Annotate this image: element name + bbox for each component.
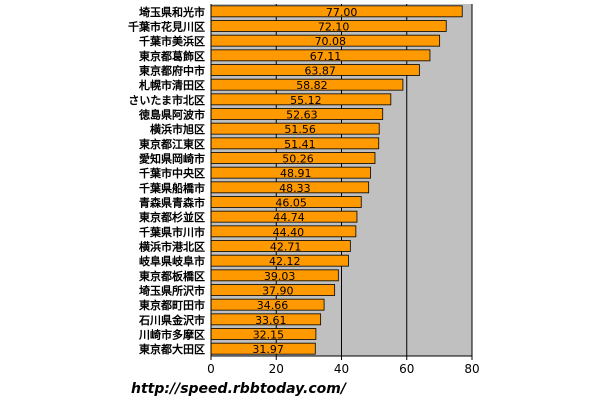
bar-value-label: 44.74 — [273, 211, 305, 224]
x-tick-label: 0 — [207, 362, 215, 376]
x-tick-label: 80 — [464, 362, 479, 376]
category-label: 千葉市美浜区 — [139, 34, 205, 48]
category-label: 東京都大田区 — [139, 342, 205, 356]
bar-value-label: 50.26 — [282, 153, 314, 166]
bar-value-label: 39.03 — [264, 270, 296, 283]
bar-value-label: 32.15 — [253, 329, 285, 342]
category-label: 愛知県岡崎市 — [139, 152, 205, 166]
category-label: 岐阜県岐阜市 — [139, 254, 205, 268]
category-label: 千葉市花見川区 — [128, 20, 205, 34]
bar-value-label: 33.61 — [255, 314, 287, 327]
bar-value-label: 67.11 — [310, 50, 342, 63]
bar-value-label: 34.66 — [257, 299, 289, 312]
bar-value-label: 72.10 — [318, 21, 350, 34]
bar-value-label: 37.90 — [262, 285, 294, 298]
bar-value-label: 42.12 — [269, 255, 301, 268]
x-tick-label: 40 — [334, 362, 349, 376]
x-tick-label: 60 — [399, 362, 414, 376]
bar-value-label: 42.71 — [270, 241, 302, 254]
category-label: 徳島県阿波市 — [138, 108, 205, 122]
category-label: 石川県金沢市 — [138, 313, 205, 327]
bar-value-label: 55.12 — [290, 94, 322, 107]
category-label: 横浜市港北区 — [139, 240, 205, 254]
category-label: 札幌市清田区 — [138, 78, 205, 92]
bar-value-label: 31.97 — [252, 343, 284, 356]
bar-value-label: 52.63 — [286, 109, 318, 122]
category-label: 埼玉県所沢市 — [139, 284, 205, 298]
category-label: 東京都府中市 — [139, 64, 205, 78]
category-label: 東京都葛飾区 — [139, 49, 205, 63]
bar-value-label: 48.33 — [279, 182, 311, 195]
category-label: 東京都板橋区 — [139, 269, 205, 283]
bar-value-label: 51.41 — [284, 138, 316, 151]
category-label: 埼玉県和光市 — [139, 5, 205, 19]
category-label: 千葉市中央区 — [139, 166, 205, 180]
bar-value-label: 48.91 — [280, 167, 312, 180]
bar-value-label: 46.05 — [275, 197, 307, 210]
bar-value-label: 63.87 — [304, 65, 336, 78]
category-label: 千葉県船橋市 — [139, 181, 205, 195]
bar-value-label: 77.00 — [326, 6, 358, 19]
bar-value-label: 44.40 — [273, 226, 305, 239]
bar-value-label: 51.56 — [284, 123, 316, 136]
source-url: http://speed.rbbtoday.com/ — [131, 381, 346, 397]
category-label: 青森県青森市 — [139, 196, 205, 210]
category-label: さいたま市北区 — [128, 93, 205, 107]
category-label: 川崎市多摩区 — [138, 328, 205, 342]
bar-value-label: 70.08 — [315, 35, 347, 48]
category-label: 横浜市旭区 — [150, 122, 205, 136]
category-label: 千葉県市川市 — [139, 225, 205, 239]
x-tick-label: 20 — [269, 362, 284, 376]
category-label: 東京都町田市 — [139, 298, 205, 312]
category-label: 東京都杉並区 — [139, 210, 205, 224]
category-label: 東京都江東区 — [139, 137, 205, 151]
bar-value-label: 58.82 — [296, 79, 328, 92]
